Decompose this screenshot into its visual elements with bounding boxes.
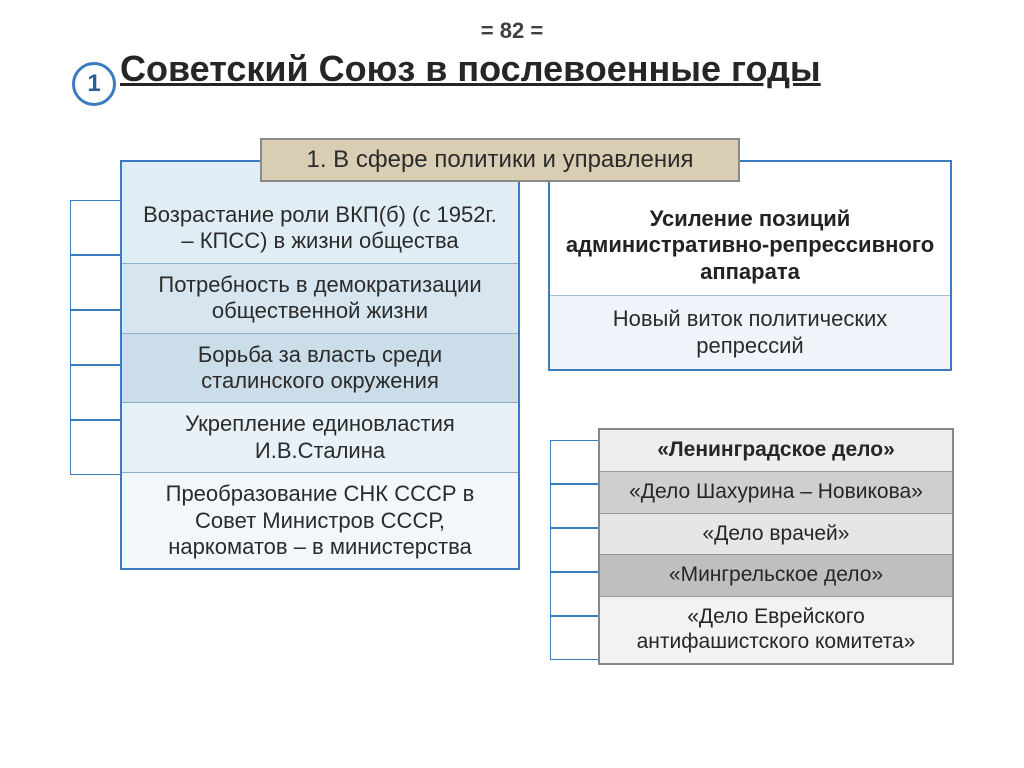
case-item: «Дело Еврейского антифашистского комитет… bbox=[600, 597, 952, 663]
page-number: = 82 = bbox=[481, 18, 543, 44]
section-banner: 1. В сфере политики и управления bbox=[260, 138, 740, 182]
left-cell: Борьба за власть среди сталинского окруж… bbox=[122, 334, 518, 404]
right-subheading: Новый виток политических репрессий bbox=[550, 295, 950, 369]
case-item: «Ленинградское дело» bbox=[600, 430, 952, 472]
case-item: «Дело Шахурина – Новикова» bbox=[600, 472, 952, 514]
case-item: «Дело врачей» bbox=[600, 514, 952, 556]
right-heading: Усиление позиций административно-репресс… bbox=[550, 162, 950, 295]
case-item: «Мингрельское дело» bbox=[600, 555, 952, 597]
left-cell: Преобразование СНК СССР в Совет Министро… bbox=[122, 473, 518, 568]
slide-number-badge: 1 bbox=[72, 62, 116, 106]
cases-list: «Ленинградское дело» «Дело Шахурина – Но… bbox=[598, 428, 954, 665]
left-cell: Укрепление единовластия И.В.Сталина bbox=[122, 403, 518, 473]
right-top-box: Усиление позиций административно-репресс… bbox=[548, 160, 952, 371]
left-column: Возрастание роли ВКП(б) (с 1952г. – КПСС… bbox=[120, 160, 520, 570]
left-cell: Потребность в демократизации общественно… bbox=[122, 264, 518, 334]
page-title: Советский Союз в послевоенные годы bbox=[120, 48, 821, 89]
